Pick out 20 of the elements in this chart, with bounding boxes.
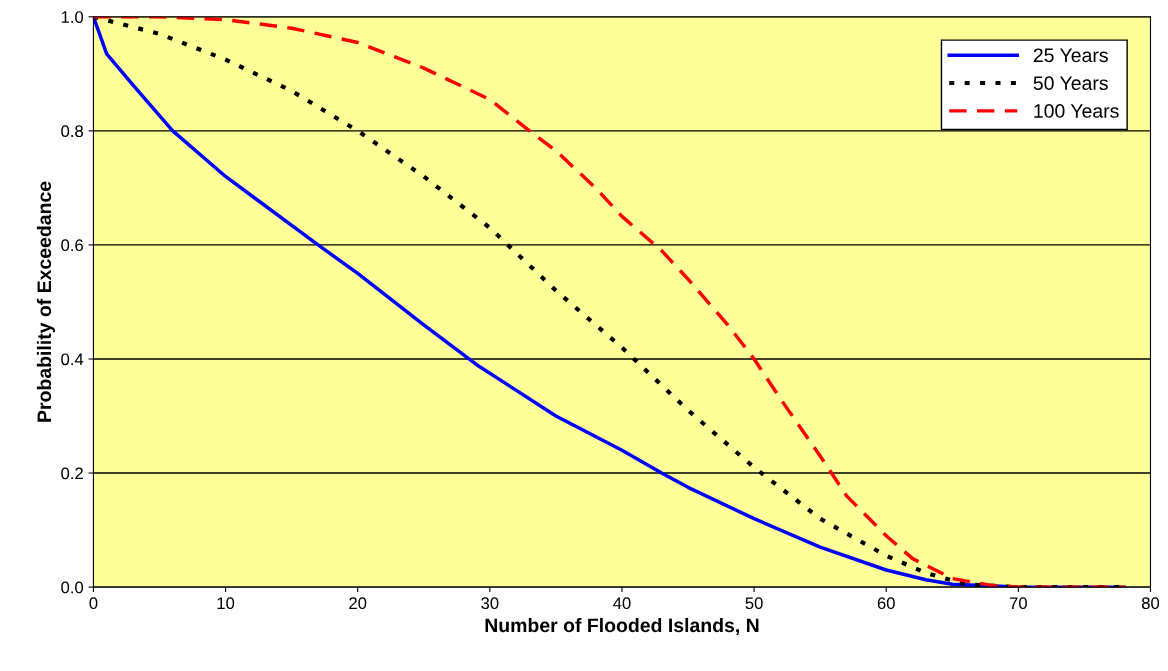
x-tick-label: 80 <box>1141 597 1160 610</box>
x-tick-label: 20 <box>349 597 367 610</box>
y-tick-label: 0.0 <box>61 581 84 594</box>
y-tick-label: 0.8 <box>61 125 83 138</box>
legend-label: 25 Years <box>1033 48 1108 63</box>
y-tick-label: 1.0 <box>61 11 84 23</box>
y-tick-label: 0.4 <box>61 353 84 366</box>
y-axis-title: Probability of Exceedance <box>36 181 55 422</box>
x-tick-label: 30 <box>481 597 499 610</box>
x-tick-label: 70 <box>1009 597 1027 610</box>
x-axis-title: Number of Flooded Islands, N <box>485 617 759 636</box>
legend-label: 100 Years <box>1034 104 1119 118</box>
x-tick-label: 50 <box>745 597 763 610</box>
x-tick-label: 40 <box>613 597 631 610</box>
y-tick-label: 0.2 <box>61 467 83 480</box>
x-tick-label: 0 <box>89 597 98 610</box>
x-tick-label: 60 <box>877 597 895 610</box>
legend-label: 50 Years <box>1033 76 1108 91</box>
y-tick-label: 0.6 <box>61 239 83 252</box>
x-tick-label: 10 <box>217 597 235 610</box>
